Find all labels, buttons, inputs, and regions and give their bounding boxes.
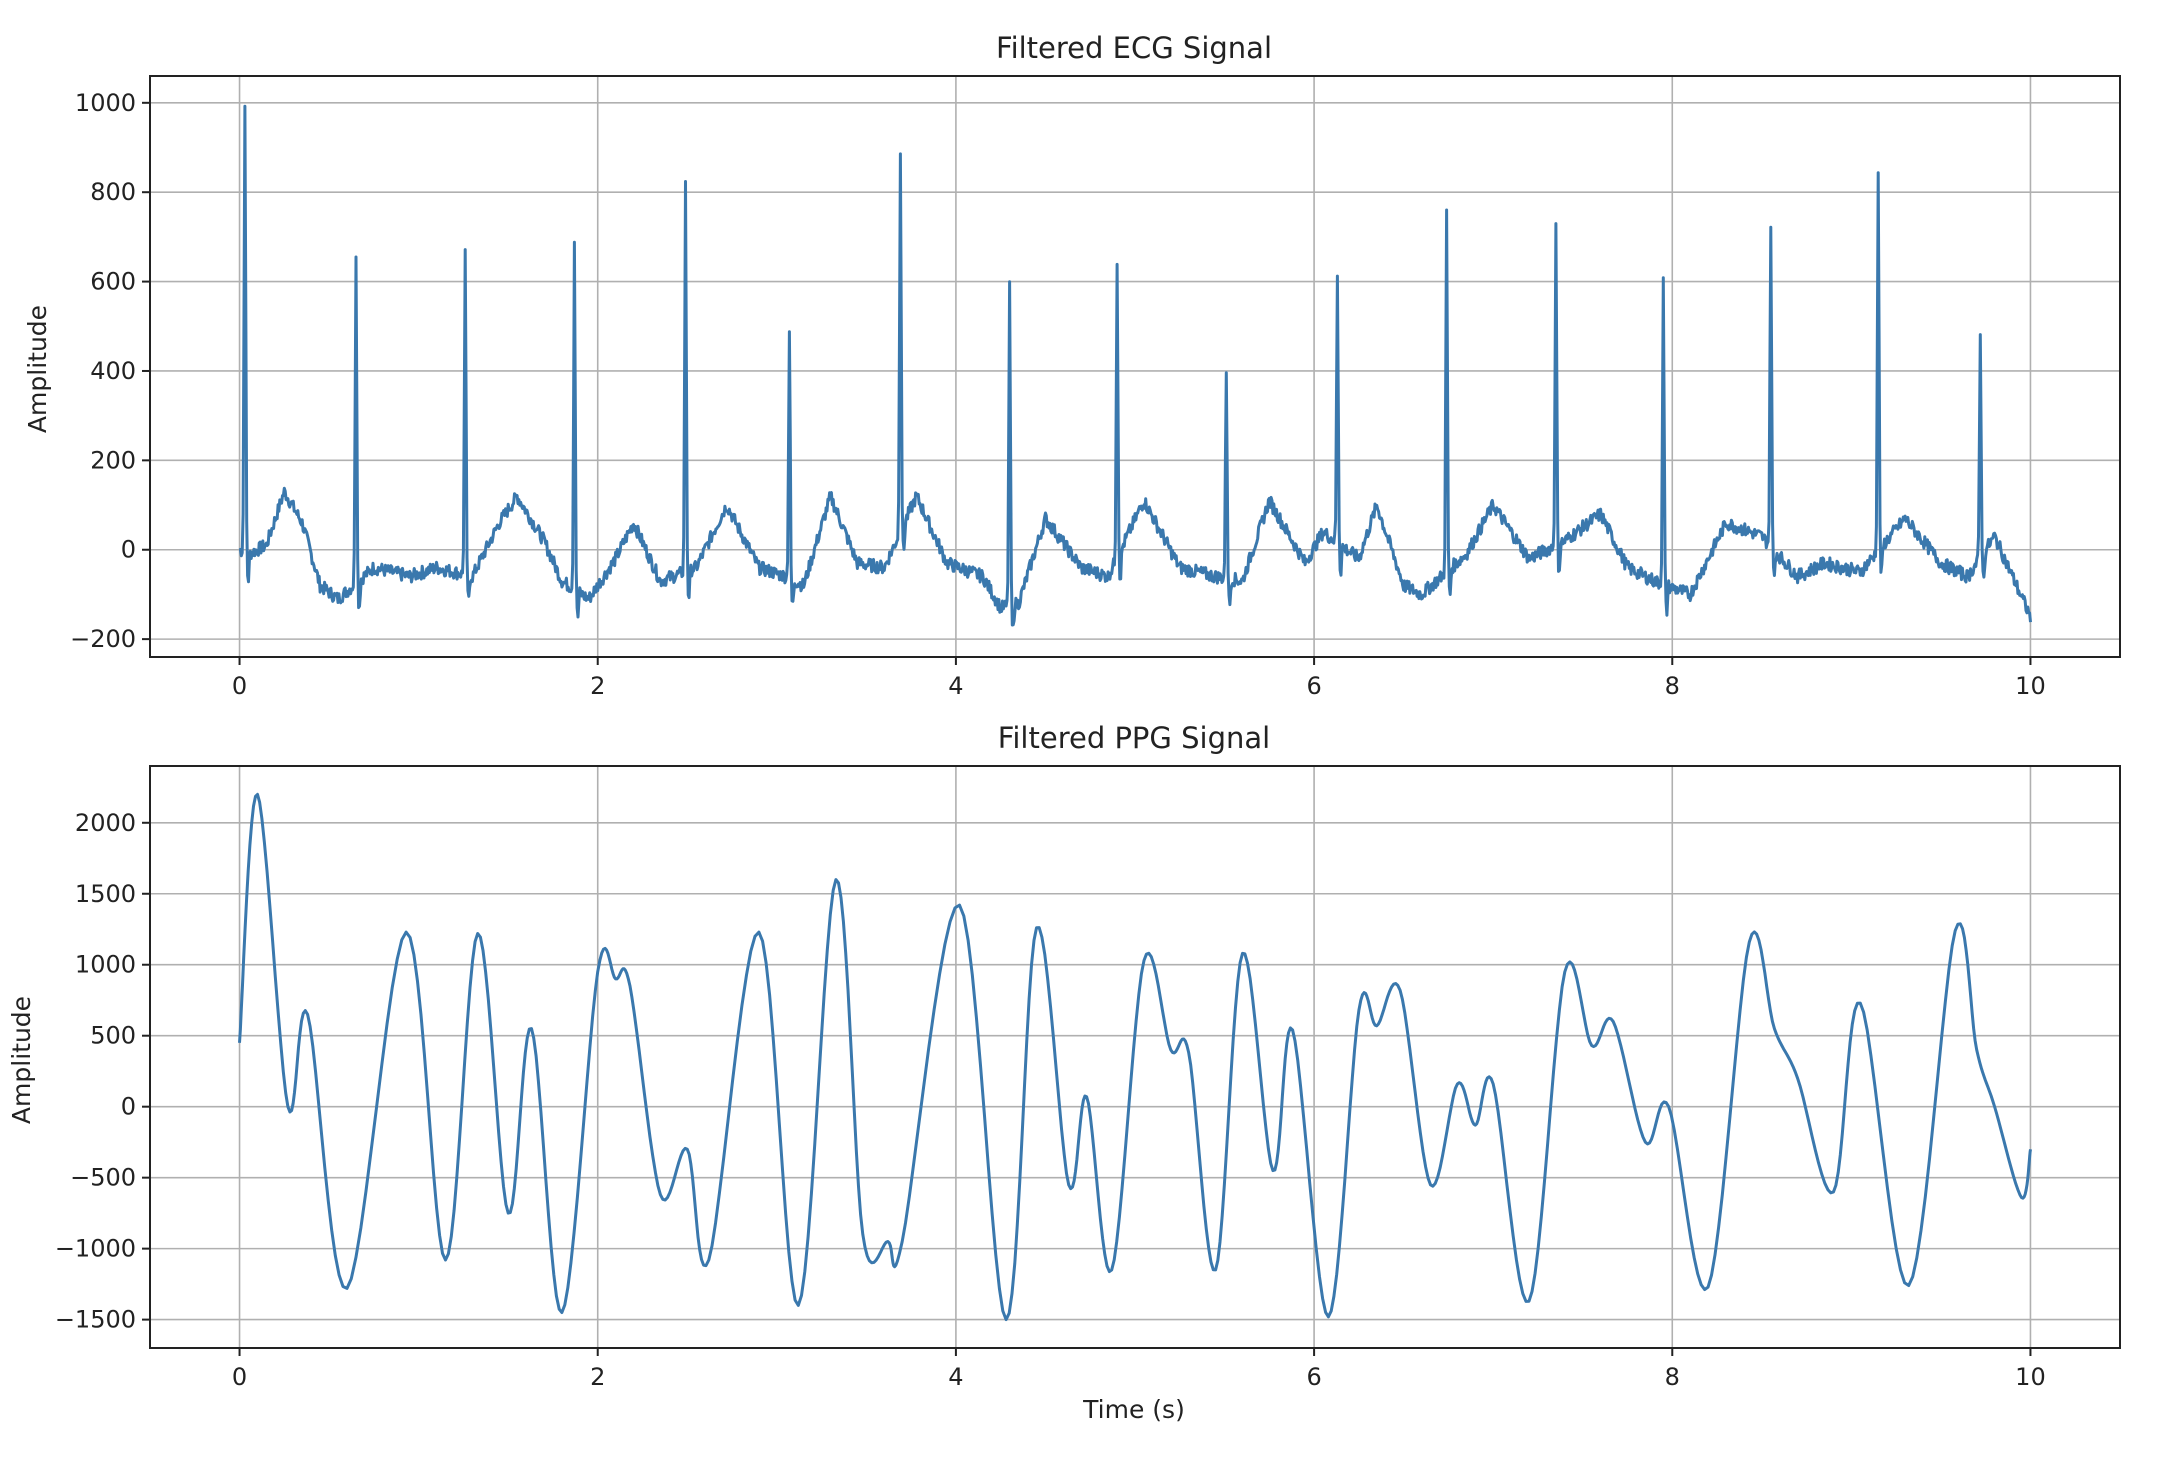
ppg-panel: Filtered PPG Signal 0 2 4 6 8 10 −1500 −1000 −50… <box>7 721 2121 1424</box>
ecg-grid <box>150 76 2120 657</box>
ppg-y-axis-label: Amplitude <box>7 996 36 1124</box>
ppg-x-tick-label: 6 <box>1306 1363 1321 1391</box>
ppg-x-tick-label: 4 <box>948 1363 963 1391</box>
ecg-y-tick-label: 200 <box>90 446 136 474</box>
ecg-x-tick-label: 10 <box>2015 672 2046 700</box>
ppg-x-tick-label: 2 <box>590 1363 605 1391</box>
ppg-x-axis-label: Time (s) <box>1082 1395 1185 1424</box>
ecg-x-tick-label: 2 <box>590 672 605 700</box>
ecg-panel: Filtered ECG Signal 0 2 4 6 8 10 −200 0 200 400 60… <box>23 31 2121 700</box>
ppg-y-tick-label: 2000 <box>75 809 136 837</box>
ecg-signal-line <box>238 104 2032 627</box>
ppg-plot-frame <box>149 765 2121 1349</box>
ppg-y-tick-label: 500 <box>90 1022 136 1050</box>
ppg-signal-line <box>238 792 2032 1322</box>
ecg-y-tick-label: −200 <box>70 625 136 653</box>
ecg-x-tick-label: 0 <box>232 672 247 700</box>
ecg-y-tick-label: 800 <box>90 178 136 206</box>
ecg-y-tick-label: 400 <box>90 357 136 385</box>
ecg-y-tick-label: 0 <box>121 536 136 564</box>
ecg-x-tick-label: 8 <box>1665 672 1680 700</box>
ppg-chart-title: Filtered PPG Signal <box>998 721 1270 755</box>
ecg-y-tick-label: 600 <box>90 268 136 296</box>
ppg-x-tick-label: 0 <box>232 1363 247 1391</box>
ppg-y-tick-label: −1500 <box>55 1306 136 1334</box>
ecg-plot-frame <box>149 75 2121 658</box>
ppg-y-tick-label: 0 <box>121 1093 136 1121</box>
ecg-chart-title: Filtered ECG Signal <box>996 31 1272 65</box>
ecg-x-tick-label: 6 <box>1306 672 1321 700</box>
ppg-x-tick-label: 10 <box>2015 1363 2046 1391</box>
ppg-y-tick-label: 1500 <box>75 880 136 908</box>
ppg-y-tick-label: −500 <box>70 1164 136 1192</box>
ppg-y-tick-label: 1000 <box>75 951 136 979</box>
ecg-x-tick-label: 4 <box>948 672 963 700</box>
ppg-ticks: 0 2 4 6 8 10 −1500 −1000 −500 0 500 1000 1500 2000 <box>55 809 2046 1391</box>
ecg-y-tick-label: 1000 <box>75 89 136 117</box>
ecg-ticks: 0 2 4 6 8 10 −200 0 200 400 600 800 1000 <box>70 89 2046 700</box>
ppg-x-tick-label: 8 <box>1665 1363 1680 1391</box>
ppg-y-tick-label: −1000 <box>55 1235 136 1263</box>
ecg-y-axis-label: Amplitude <box>23 305 52 433</box>
